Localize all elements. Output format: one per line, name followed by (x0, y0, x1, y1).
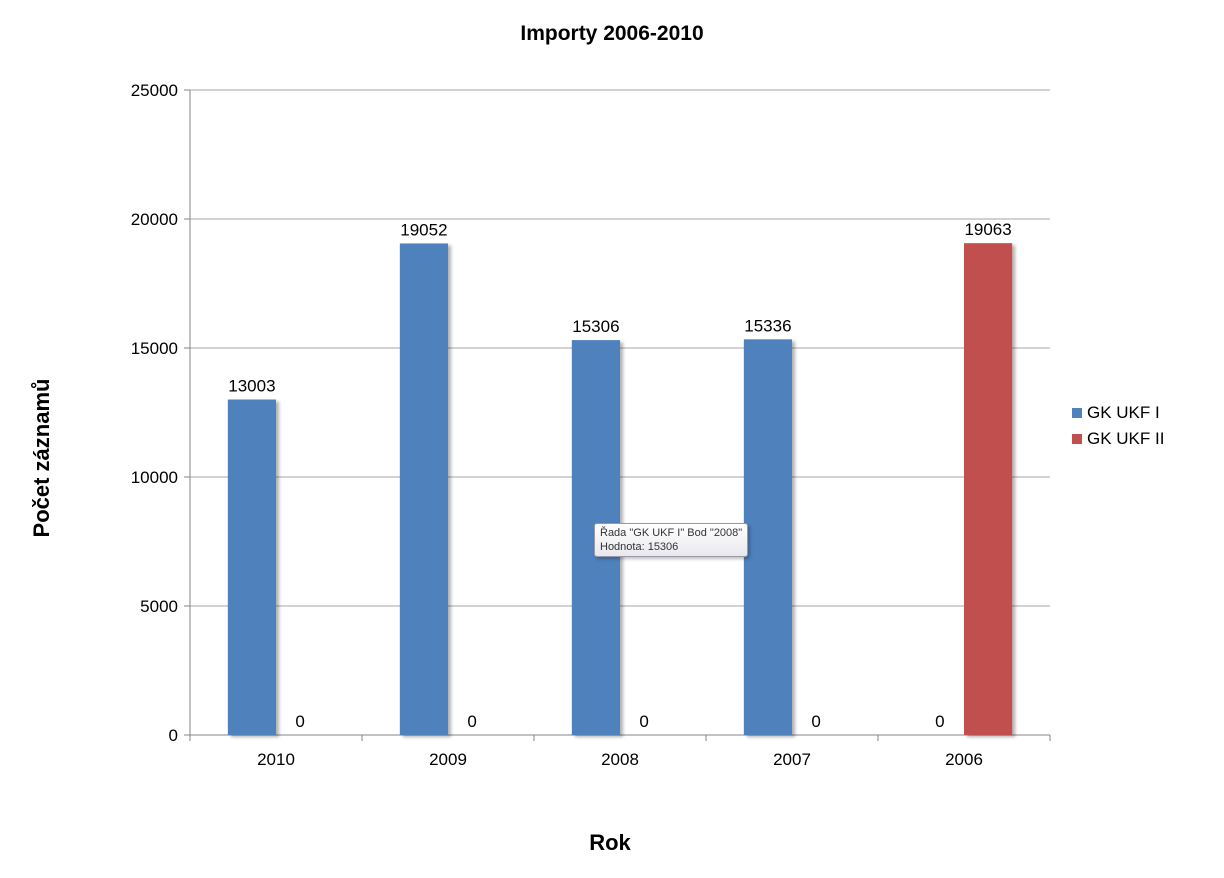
legend-swatch-series-2 (1072, 434, 1082, 444)
data-label: 0 (935, 712, 944, 731)
legend-label-series-2: GK UKF II (1087, 429, 1165, 448)
x-tick-label: 2007 (773, 750, 811, 769)
tooltip-series-point: Řada "GK UKF I" Bod "2008" (600, 527, 743, 539)
y-axis-title: Počet záznamů (29, 378, 54, 538)
y-tick-label: 0 (169, 726, 178, 745)
data-label: 0 (295, 712, 304, 731)
legend-item-series-2[interactable]: GK UKF II (1072, 426, 1164, 452)
data-label: 13003 (228, 377, 275, 396)
legend-label-series-1: GK UKF I (1087, 403, 1160, 422)
tooltip-value: Hodnota: 15306 (600, 541, 679, 553)
chart-title: Importy 2006-2010 (520, 22, 704, 45)
data-label: 19052 (400, 220, 447, 239)
bar (964, 243, 1013, 735)
y-tick-label: 10000 (131, 468, 178, 487)
y-tick-label: 15000 (131, 339, 178, 358)
legend-swatch-series-1 (1072, 408, 1082, 418)
bar (743, 339, 792, 735)
bar (227, 399, 276, 735)
legend: GK UKF I GK UKF II (1072, 400, 1164, 452)
data-label: 0 (639, 712, 648, 731)
data-label: 19063 (964, 220, 1011, 239)
y-tick-label: 5000 (140, 597, 178, 616)
data-label: 15306 (572, 317, 619, 336)
x-tick-label: 2006 (945, 750, 983, 769)
data-label: 0 (467, 712, 476, 731)
y-tick-label: 25000 (131, 81, 178, 100)
data-label: 15336 (744, 316, 791, 335)
legend-item-series-1[interactable]: GK UKF I (1072, 400, 1164, 426)
bar (399, 243, 448, 735)
data-point-tooltip: Řada "GK UKF I" Bod "2008" Hodnota: 1530… (594, 523, 749, 557)
y-tick-label: 20000 (131, 210, 178, 229)
x-tick-label: 2008 (601, 750, 639, 769)
x-axis-title: Rok (589, 830, 631, 855)
x-tick-label: 2010 (257, 750, 295, 769)
data-label: 0 (811, 712, 820, 731)
x-tick-label: 2009 (429, 750, 467, 769)
